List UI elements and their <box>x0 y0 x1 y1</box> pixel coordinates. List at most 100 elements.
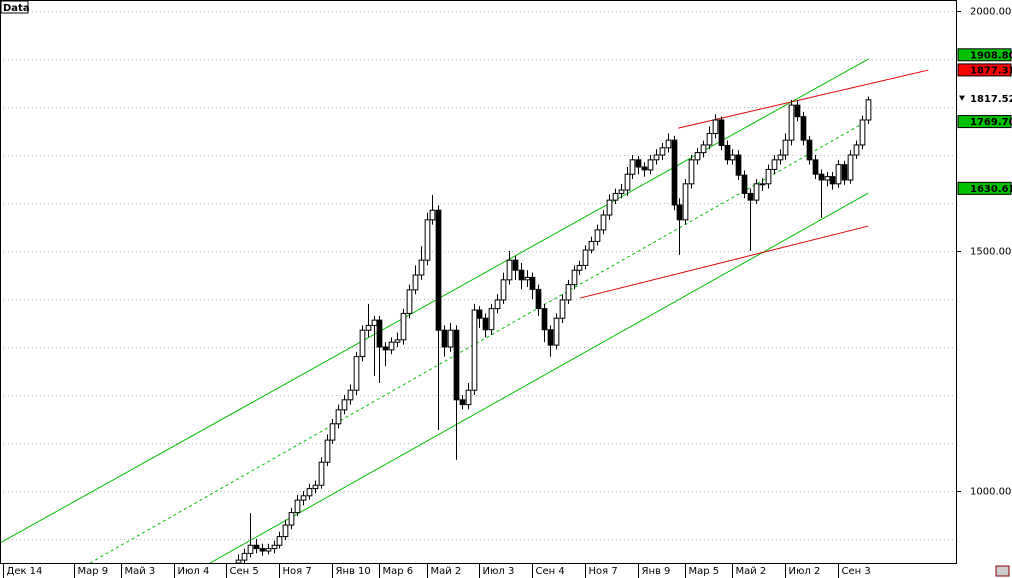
candle-body <box>300 495 307 501</box>
price-label-box <box>957 48 1012 62</box>
candle-body <box>777 154 784 161</box>
candle-body <box>335 409 342 425</box>
candle-body <box>247 544 254 554</box>
candle-body <box>606 199 613 216</box>
candle-body <box>465 389 472 406</box>
candle-body <box>388 341 395 351</box>
y-tick-label: 1500.00 <box>970 247 1011 258</box>
candle-body <box>318 461 325 486</box>
candle-body <box>647 159 654 171</box>
trendline <box>209 192 869 563</box>
candle-body <box>276 536 283 546</box>
candle-body <box>594 229 601 242</box>
y-tick-label: 1000.00 <box>970 487 1011 498</box>
candle-body <box>747 192 754 201</box>
candle-body <box>482 317 489 331</box>
candle-body <box>429 209 436 221</box>
candle-body <box>312 484 319 490</box>
candle-body <box>824 176 831 181</box>
candle-body <box>541 308 548 331</box>
candle-body <box>582 249 589 266</box>
candle-body <box>435 209 442 331</box>
candle-body <box>694 152 701 161</box>
candle-body <box>553 317 560 346</box>
x-tick-label: Сен 3 <box>842 566 871 577</box>
x-tick-label: Ноя 7 <box>283 566 312 577</box>
candle-body <box>865 99 872 121</box>
candle-body <box>476 309 483 319</box>
trendline <box>678 69 929 129</box>
x-tick-label: Янв 9 <box>642 566 671 577</box>
candle-body <box>259 548 266 552</box>
candle-body <box>688 159 695 185</box>
candle-body <box>418 259 425 276</box>
price-marker <box>959 95 965 101</box>
candle-body <box>329 423 336 441</box>
candle-body <box>506 259 513 281</box>
price-label: 1908.80 <box>970 50 1012 61</box>
price-label: 1630.61 <box>970 184 1012 195</box>
candle-body <box>459 399 466 406</box>
candle-body <box>559 299 566 319</box>
candle-body <box>712 119 719 134</box>
candle-body <box>524 276 531 281</box>
price-label: 1769.70 <box>970 117 1012 128</box>
candle-body <box>635 159 642 168</box>
candle-body <box>718 119 725 146</box>
candle-body <box>394 339 401 343</box>
candle-body <box>282 524 289 538</box>
candle-body <box>359 329 366 358</box>
price-label-box <box>957 181 1012 195</box>
candle-body <box>365 324 372 331</box>
x-tick-label: Сен 4 <box>536 566 565 577</box>
x-tick-label: Май 3 <box>125 566 156 577</box>
candle-body <box>294 499 301 514</box>
candle-body <box>724 144 731 161</box>
candle-body <box>700 144 707 154</box>
candle-body <box>353 356 360 391</box>
candle-body <box>406 289 413 314</box>
candle-body <box>665 139 672 149</box>
candle-body <box>412 274 419 291</box>
window-label-box <box>0 0 29 14</box>
candle-body <box>676 204 683 221</box>
candle-body <box>382 346 389 351</box>
candle-body <box>341 399 348 411</box>
candle-body <box>447 329 454 348</box>
x-tick-label: Янв 10 <box>336 566 371 577</box>
candle-body <box>235 559 242 563</box>
candle-body <box>741 174 748 194</box>
candle-body <box>424 219 431 261</box>
scroll-icon[interactable] <box>995 565 1010 577</box>
candle-body <box>788 104 795 141</box>
candle-body <box>641 166 648 171</box>
candle-body <box>253 544 260 550</box>
y-tick-label: 2000.00 <box>970 7 1011 18</box>
candle-body <box>800 116 807 141</box>
candle-body <box>571 269 578 286</box>
candle-body <box>288 512 295 526</box>
x-tick-label: Июл 3 <box>483 566 515 577</box>
price-label-box <box>957 63 1012 77</box>
candle-body <box>682 183 689 221</box>
candle-body <box>671 139 678 206</box>
x-tick-label: Май 2 <box>736 566 767 577</box>
candle-body <box>771 159 778 170</box>
candle-body <box>471 309 478 391</box>
x-tick-label: Июл 4 <box>178 566 210 577</box>
candle-body <box>859 119 866 146</box>
candle-body <box>629 159 636 175</box>
candle-body <box>512 259 519 271</box>
candle-body <box>600 214 607 231</box>
candle-body <box>618 189 625 194</box>
candle-body <box>565 284 572 301</box>
x-tick-label: Ноя 7 <box>589 566 618 577</box>
candle-body <box>547 329 554 346</box>
candle-body <box>306 488 313 497</box>
candle-body <box>371 319 378 326</box>
candle-body <box>576 264 583 271</box>
candle-body <box>806 139 813 161</box>
candle-body <box>765 168 772 185</box>
candle-body <box>271 544 278 550</box>
